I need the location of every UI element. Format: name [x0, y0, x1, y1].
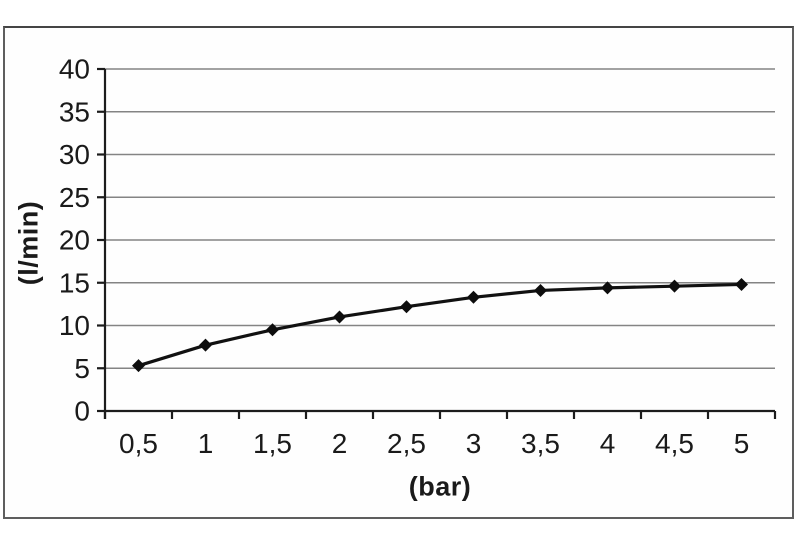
y-tick-label: 30 — [59, 139, 90, 170]
data-point-marker — [601, 281, 614, 295]
x-tick-label: 4 — [600, 428, 616, 459]
x-tick-label: 2,5 — [387, 428, 426, 459]
data-point-marker — [735, 277, 748, 291]
image-border-frame — [3, 26, 794, 519]
data-point-marker — [333, 310, 346, 324]
x-tick-label: 3 — [466, 428, 482, 459]
x-tick-label: 3,5 — [521, 428, 560, 459]
x-axis-title: (bar) — [408, 471, 472, 502]
y-tick-label: 40 — [59, 54, 90, 85]
y-tick-label: 0 — [74, 396, 90, 427]
y-tick-label: 25 — [59, 182, 90, 213]
data-point-marker — [400, 300, 413, 314]
y-tick-label: 20 — [59, 225, 90, 256]
x-tick-label: 1 — [198, 428, 214, 459]
x-tick-label: 0,5 — [119, 428, 158, 459]
data-point-marker — [199, 338, 212, 352]
x-tick-label: 1,5 — [253, 428, 292, 459]
x-tick-label: 4,5 — [655, 428, 694, 459]
data-series-line — [136, 282, 744, 368]
y-tick-label: 10 — [59, 310, 90, 341]
data-point-marker — [266, 323, 279, 337]
y-tick-label: 15 — [59, 267, 90, 298]
y-tick-label: 5 — [74, 353, 90, 384]
x-tick-label: 5 — [734, 428, 750, 459]
data-point-marker — [132, 359, 145, 373]
y-axis-title: (l/min) — [13, 200, 44, 286]
x-tick-label: 2 — [332, 428, 348, 459]
data-point-marker — [534, 283, 547, 297]
y-tick-label: 35 — [59, 96, 90, 127]
data-point-marker — [668, 279, 681, 293]
data-point-marker — [467, 290, 480, 304]
